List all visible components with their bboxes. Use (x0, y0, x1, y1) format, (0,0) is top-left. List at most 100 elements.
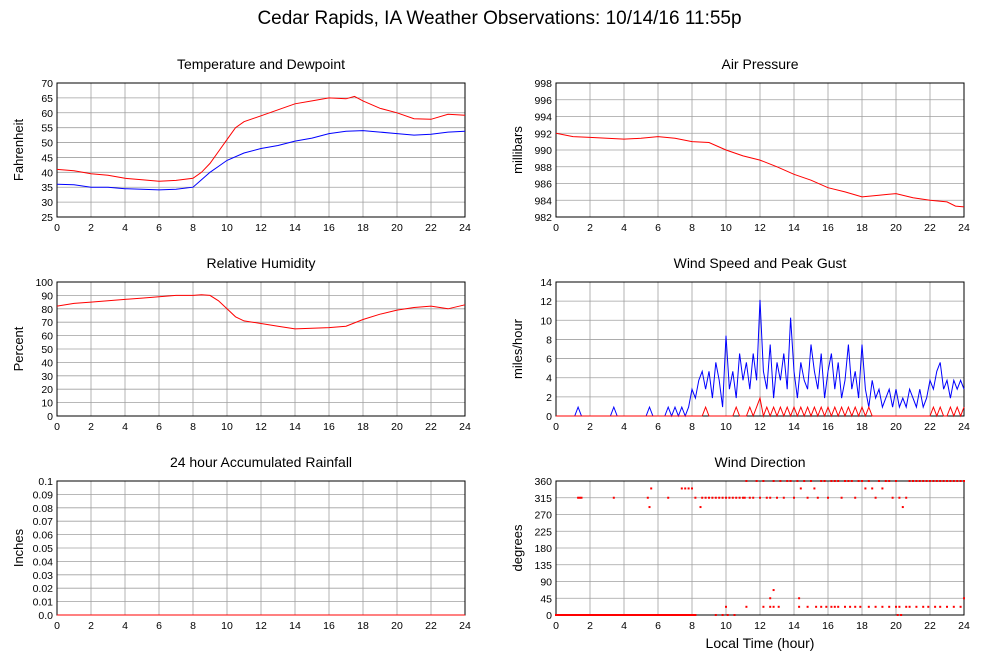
scatter-point (772, 480, 775, 482)
scatter-point (679, 614, 682, 616)
x-tick-label: 22 (425, 620, 437, 632)
scatter-point (952, 605, 955, 608)
scatter-point (634, 614, 637, 616)
scatter-point (648, 506, 651, 509)
scatter-point (946, 605, 948, 608)
scatter-point (772, 589, 775, 592)
scatter-point (575, 614, 578, 616)
scatter-point (589, 614, 591, 616)
scatter-point (864, 487, 867, 490)
x-tick-label: 18 (357, 620, 369, 632)
series-line-red (556, 396, 965, 418)
plot-frame (56, 281, 466, 417)
scatter-point (578, 614, 581, 616)
scatter-point (592, 614, 595, 616)
y-tick-label: 90 (540, 577, 552, 589)
scatter-point (745, 605, 748, 608)
x-tick-label: 0 (54, 222, 60, 234)
scatter-point (956, 480, 959, 482)
scatter-point (861, 480, 863, 482)
y-axis-label: Percent (11, 326, 26, 371)
scatter-point (929, 480, 931, 482)
x-tick-label: 0 (54, 421, 60, 433)
scatter-point (857, 480, 860, 482)
scatter-point (612, 496, 615, 499)
x-tick-label: 16 (323, 620, 335, 632)
scatter-point (689, 614, 692, 616)
x-tick-label: 2 (587, 421, 593, 433)
y-tick-label: 4 (546, 373, 552, 385)
scatter-point (905, 605, 908, 608)
x-tick-label: 18 (856, 620, 868, 632)
scatter-point (714, 496, 717, 499)
scatter-point (922, 480, 925, 482)
y-tick-label: 50 (41, 138, 53, 150)
scatter-point (777, 605, 780, 608)
y-tick-label: 0.0 (38, 610, 53, 622)
x-tick-label: 16 (323, 421, 335, 433)
x-tick-label: 24 (958, 222, 970, 234)
series-line-red (555, 132, 965, 208)
y-tick-label: 0 (546, 411, 552, 423)
scatter-point (667, 496, 670, 499)
y-tick-label: 270 (534, 510, 552, 522)
x-tick-label: 10 (720, 421, 732, 433)
x-tick-label: 22 (924, 222, 936, 234)
x-tick-label: 2 (587, 222, 593, 234)
x-tick-label: 2 (88, 620, 94, 632)
y-tick-label: 994 (534, 112, 552, 124)
scatter-point (806, 496, 809, 499)
x-tick-label: 8 (689, 222, 695, 234)
y-axis-label: degrees (510, 524, 525, 571)
scatter-point (798, 605, 801, 608)
scatter-point (606, 614, 608, 616)
x-tick-label: 14 (289, 421, 301, 433)
scatter-point (726, 614, 729, 616)
scatter-point (908, 480, 911, 482)
scatter-point (585, 614, 588, 616)
x-tick-label: 4 (621, 222, 627, 234)
scatter-point (815, 605, 818, 608)
y-tick-label: 40 (41, 357, 53, 369)
scatter-point (699, 506, 702, 509)
scatter-point (833, 480, 836, 482)
scatter-point (561, 614, 564, 616)
x-tick-label: 20 (391, 421, 403, 433)
scatter-point (837, 605, 840, 608)
y-tick-label: 55 (41, 123, 53, 135)
y-tick-label: 80 (41, 304, 53, 316)
scatter-point (769, 605, 772, 608)
plot-frame (555, 281, 965, 417)
x-axis-title: Local Time (hour) (705, 635, 815, 651)
scatter-point (595, 614, 598, 616)
x-tick-label: 8 (190, 620, 196, 632)
x-tick-label: 24 (459, 421, 471, 433)
x-tick-label: 6 (156, 222, 162, 234)
y-tick-label: 0.07 (33, 516, 54, 528)
x-tick-label: 0 (553, 421, 559, 433)
x-tick-label: 18 (856, 222, 868, 234)
scatter-point (854, 496, 857, 499)
scatter-point (604, 614, 607, 616)
scatter-point (643, 614, 646, 616)
scatter-point (577, 614, 580, 616)
x-tick-label: 16 (822, 620, 834, 632)
chart-title: 24 hour Accumulated Rainfall (170, 454, 352, 470)
scatter-point (657, 614, 659, 616)
x-tick-label: 24 (958, 620, 970, 632)
y-tick-label: 40 (41, 167, 53, 179)
y-tick-label: 988 (534, 162, 552, 174)
y-axis-label: Fahrenheit (11, 119, 26, 182)
scatter-point (691, 487, 693, 490)
scatter-point (667, 614, 670, 616)
x-tick-label: 10 (221, 222, 233, 234)
scatter-point (682, 614, 685, 616)
scatter-point (927, 605, 930, 608)
scatter-point (867, 480, 870, 482)
y-tick-label: 6 (546, 354, 552, 366)
y-tick-label: 135 (534, 560, 552, 572)
series-line-blue (56, 130, 466, 191)
scatter-point (827, 496, 829, 499)
